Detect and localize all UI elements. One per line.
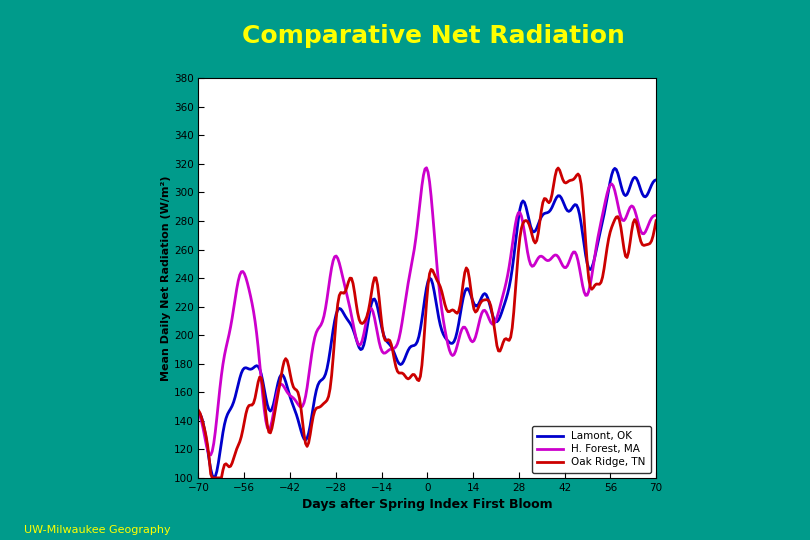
Lamont, OK [209,475,219,481]
Oak Ridge, TN [467,298,477,305]
Oak Ridge, TN [466,287,475,293]
Lamont, OK [195,410,205,417]
Lamont, OK [475,298,485,304]
X-axis label: Days after Spring Index First Bloom: Days after Spring Index First Bloom [302,498,552,511]
H. Forest, MA [651,212,661,219]
H. Forest, MA [477,310,487,317]
H. Forest, MA [194,409,203,415]
H. Forest, MA [469,338,479,344]
Oak Ridge, TN [195,410,205,416]
H. Forest, MA [612,194,621,200]
H. Forest, MA [467,339,477,345]
Line: Oak Ridge, TN: Oak Ridge, TN [198,168,656,478]
Lamont, OK [194,408,203,415]
Line: Lamont, OK: Lamont, OK [198,168,656,478]
Line: H. Forest, MA: H. Forest, MA [198,168,656,455]
Oak Ridge, TN [553,165,563,171]
Y-axis label: Mean Daily Net Radiation (W/m²): Mean Daily Net Radiation (W/m²) [161,176,171,381]
Oak Ridge, TN [582,260,592,266]
Oak Ridge, TN [612,214,621,220]
Text: UW-Milwaukee Geography: UW-Milwaukee Geography [24,524,171,535]
H. Forest, MA [582,292,592,299]
Lamont, OK [610,165,620,172]
Oak Ridge, TN [651,218,661,224]
Lamont, OK [467,296,477,303]
Lamont, OK [581,252,590,259]
Lamont, OK [612,166,621,173]
H. Forest, MA [206,452,215,458]
Oak Ridge, TN [475,300,485,307]
H. Forest, MA [422,165,432,171]
Text: Comparative Net Radiation: Comparative Net Radiation [242,24,625,48]
Legend: Lamont, OK, H. Forest, MA, Oak Ridge, TN: Lamont, OK, H. Forest, MA, Oak Ridge, TN [531,426,651,472]
Lamont, OK [651,177,661,183]
H. Forest, MA [195,413,205,419]
Lamont, OK [466,292,475,299]
Oak Ridge, TN [194,407,203,414]
Oak Ridge, TN [207,475,217,481]
